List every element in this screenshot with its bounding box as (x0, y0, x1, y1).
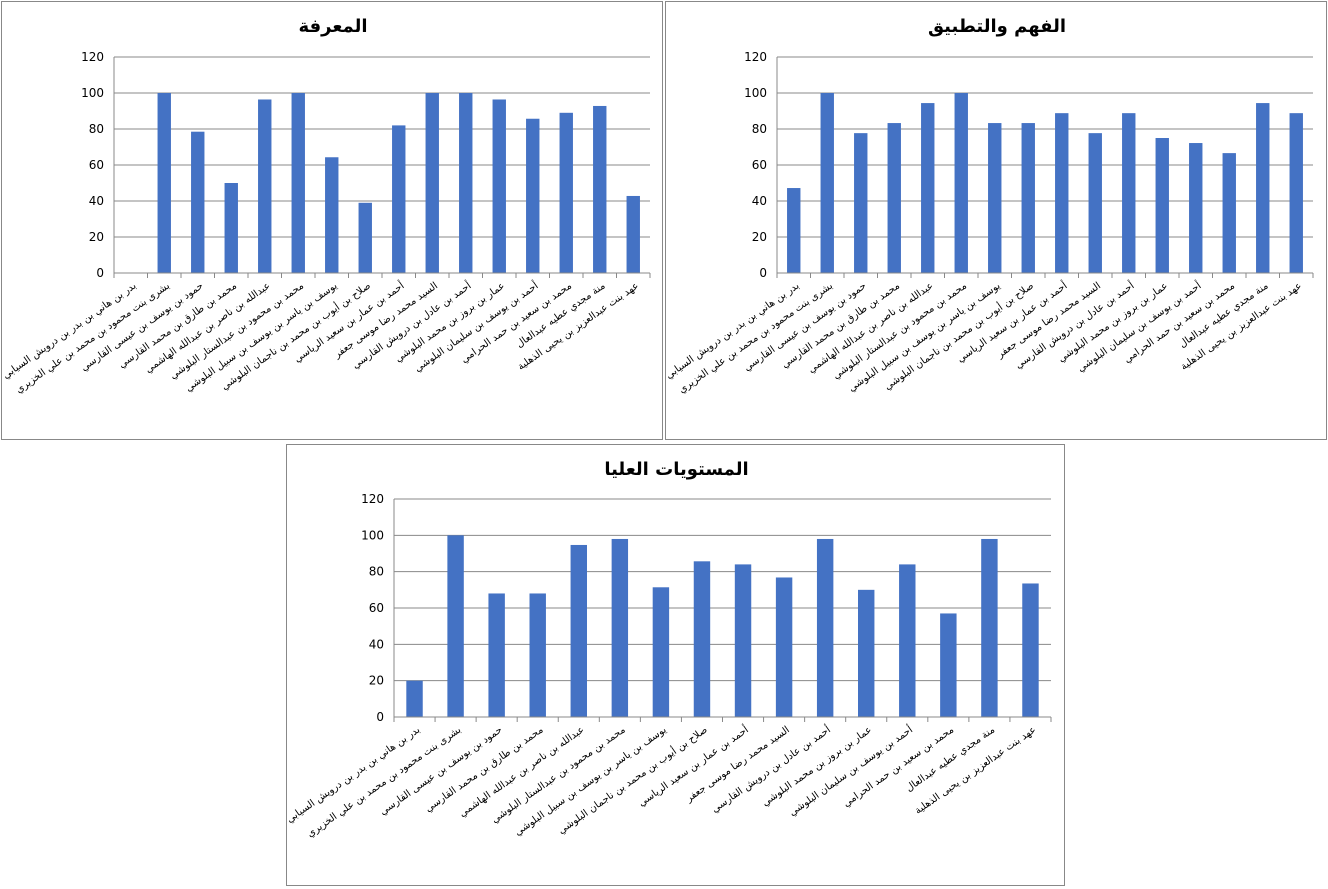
bar-understanding (854, 133, 868, 273)
chart-panel-knowledge: المعرفة 0 20 40 60 80 100 120 بدر بن هاني بن بدر… (1, 1, 663, 440)
bar-higher-levels (652, 587, 670, 717)
chart-title: المعرفة (298, 16, 367, 37)
y-tick-label: 20 (89, 230, 104, 244)
bar-understanding (887, 123, 901, 273)
bar-understanding (787, 188, 801, 273)
category-label: بشرى بنت محمود بن محمد بن علي الخزيري (305, 724, 463, 839)
y-tick-label: 100 (361, 528, 384, 542)
category-label: يوسف بن ياسر بن يوسف بن سبيل البلوشي (513, 724, 669, 838)
bar-understanding (1055, 113, 1069, 273)
bar-higher-levels (693, 561, 711, 717)
bar-higher-levels (1022, 583, 1039, 717)
y-tick-label: 40 (89, 194, 104, 208)
bar-higher-levels (981, 538, 998, 717)
y-tick-label: 20 (752, 230, 767, 244)
category-label: بدر بن هاني بن بدر بن درويش السيابي (666, 280, 801, 381)
y-tick-label: 80 (752, 122, 767, 136)
y-tick-label: 0 (759, 266, 767, 280)
bar-understanding (988, 123, 1002, 273)
bar-knowledge (492, 99, 506, 273)
bar-knowledge (392, 125, 406, 274)
bar-understanding (1222, 153, 1236, 273)
y-tick-label: 120 (81, 50, 104, 64)
bar-higher-levels (447, 535, 464, 717)
y-tick-label: 100 (744, 86, 767, 100)
bar-higher-levels (406, 680, 423, 717)
chart-title: المستويات العليا (604, 459, 748, 480)
bar-understanding (1122, 113, 1136, 273)
category-label: بدر بن هاني بن بدر بن درويش السيابي (2, 280, 138, 381)
bar-understanding (954, 93, 968, 273)
bar-understanding (1256, 103, 1270, 273)
y-tick-label: 20 (369, 674, 384, 688)
chart-title: الفهم والتطبيق (928, 16, 1066, 37)
bar-knowledge (593, 105, 607, 274)
category-label: بشرى بنت محمود بن محمد بن علي الخزيري (677, 280, 835, 395)
bar-knowledge (191, 131, 205, 273)
y-tick-label: 60 (752, 158, 767, 172)
bar-understanding (820, 93, 834, 273)
understanding-chart: الفهم والتطبيق 0 20 40 60 80 100 120 بدر بن هاني… (666, 16, 1314, 396)
bar-knowledge (325, 157, 339, 273)
bar-higher-levels (816, 538, 834, 717)
y-tick-label: 100 (81, 86, 104, 100)
bar-higher-levels (734, 564, 752, 717)
bar-understanding (921, 103, 935, 273)
bar-higher-levels (611, 538, 629, 717)
bar-knowledge (291, 93, 305, 273)
bar-knowledge (425, 93, 439, 273)
bar-understanding (1155, 138, 1169, 273)
y-tick-label: 0 (376, 710, 384, 724)
bar-higher-levels (529, 593, 546, 717)
bar-knowledge (358, 202, 372, 273)
bar-higher-levels (899, 564, 916, 717)
bar-knowledge (559, 112, 573, 273)
y-tick-label: 120 (744, 50, 767, 64)
bar-knowledge (526, 118, 540, 274)
bar-higher-levels (570, 544, 587, 717)
y-tick-label: 60 (369, 601, 384, 615)
y-tick-label: 80 (89, 122, 104, 136)
bar-higher-levels (940, 613, 957, 717)
bar-higher-levels (775, 577, 793, 717)
bar-understanding (1021, 123, 1035, 273)
y-tick-label: 40 (369, 637, 384, 651)
y-tick-label: 40 (752, 194, 767, 208)
y-tick-label: 120 (361, 492, 384, 506)
bar-higher-levels (488, 593, 505, 717)
chart-panel-higher-levels: المستويات العليا 0 20 40 60 80 100 120 بدر بن ها… (286, 444, 1065, 886)
y-tick-label: 80 (369, 565, 384, 579)
category-label: صلاح بن أيوب بن محمد بن ناجمان البلوشي (555, 723, 710, 837)
bar-knowledge (258, 99, 272, 273)
bar-knowledge (626, 195, 640, 273)
bar-knowledge (459, 93, 473, 273)
bar-understanding (1088, 133, 1102, 273)
category-label: بشرى بنت محمود بن محمد بن علي الخزيري (14, 280, 172, 395)
y-tick-label: 0 (96, 266, 104, 280)
knowledge-chart: المعرفة 0 20 40 60 80 100 120 بدر بن هاني بن بدر… (2, 16, 651, 396)
bar-knowledge (157, 93, 171, 273)
chart-panel-understanding: الفهم والتطبيق 0 20 40 60 80 100 120 بدر بن هاني… (665, 1, 1327, 440)
y-tick-label: 60 (89, 158, 104, 172)
bar-understanding (1289, 113, 1303, 273)
bar-higher-levels (858, 589, 875, 717)
bar-knowledge (224, 183, 238, 273)
bar-understanding (1189, 143, 1203, 273)
